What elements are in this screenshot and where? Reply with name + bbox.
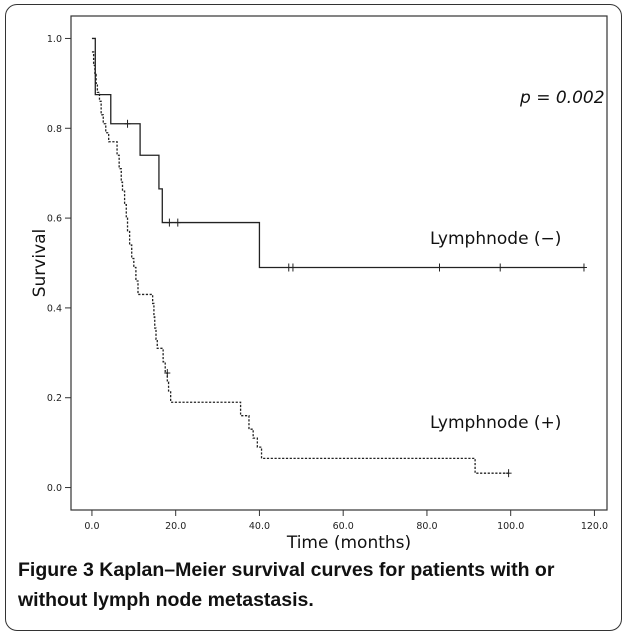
y-tick-label: 0.0 [47,483,62,494]
curve-label-lymphnode-positive: Lymphnode (+) [430,413,561,433]
y-tick-label: 0.8 [47,124,62,135]
figure-frame [5,4,622,631]
figure-label: Figure 3 [18,559,94,581]
survival-curve-lymphnode-negative [91,37,584,269]
figure-caption: Figure 3 Kaplan–Meier survival curves fo… [18,555,608,615]
plot-area-border [70,15,608,511]
survival-curve-lymphnode-positive [91,51,509,474]
x-tick-label: 80.0 [416,521,437,532]
x-tick-label: 20.0 [165,521,186,532]
x-tick-label: 40.0 [249,521,270,532]
y-tick-label: 0.2 [47,393,62,404]
y-tick-label: 1.0 [47,34,62,45]
y-tick-label: 0.4 [47,303,62,314]
y-axis-label: Survival [30,229,50,298]
x-tick-label: 0.0 [84,521,99,532]
x-tick-label: 120.0 [581,521,608,532]
x-axis-label: Time (months) [286,533,411,553]
x-tick-label: 60.0 [333,521,354,532]
y-tick-label: 0.6 [47,214,62,225]
figure-caption-text: Kaplan–Meier survival curves for patient… [18,559,555,611]
curve-label-lymphnode-negative: Lymphnode (−) [430,229,561,249]
p-value-annotation: p = 0.002 [519,88,605,108]
x-tick-label: 100.0 [497,521,524,532]
